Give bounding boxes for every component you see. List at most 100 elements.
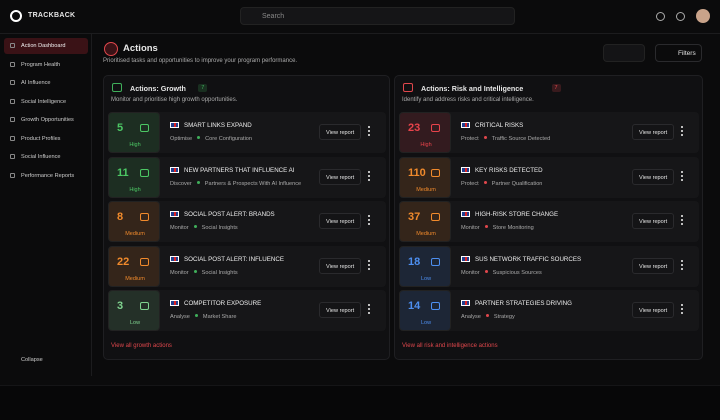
panel-title: Actions: Growth <box>130 84 186 93</box>
view-report-button[interactable]: View report <box>319 168 362 185</box>
badge: 8 Medium <box>108 201 160 242</box>
filters-button[interactable]: Filters <box>655 44 702 62</box>
badge-value: 22 <box>117 255 130 268</box>
badge-icon <box>140 168 149 177</box>
badge-level: Medium <box>416 186 436 193</box>
view-report-button[interactable]: View report <box>319 213 362 229</box>
view-report-button[interactable]: View report <box>319 302 362 318</box>
action-row: 8 Medium SOCIAL POST ALERT: BRANDS Monitor S… <box>108 201 386 242</box>
view-all-link[interactable]: View all growth actions <box>111 343 172 349</box>
search-box[interactable]: Search <box>240 7 515 25</box>
subcategory: Traffic Source Detected <box>491 136 551 142</box>
more-menu[interactable] <box>367 303 371 315</box>
more-menu[interactable] <box>680 125 684 137</box>
view-report-button[interactable]: View report <box>632 257 675 274</box>
badge-level: Medium <box>125 275 145 282</box>
subcategory: Social Insights <box>201 269 238 276</box>
nav-item[interactable]: Social Intelligence <box>4 94 88 110</box>
more-menu[interactable] <box>367 258 371 271</box>
badge-icon <box>140 213 149 221</box>
settings-icon[interactable] <box>656 12 665 21</box>
view-toggle[interactable] <box>603 44 645 62</box>
action-title: NEW PARTNERS THAT INFLUENCE AI <box>184 166 295 174</box>
action-meta: Analyse Market Share <box>170 314 236 320</box>
action-title: PARTNER STRATEGIES DRIVING <box>475 300 572 307</box>
nav-item[interactable]: Social Influence <box>4 149 88 165</box>
badge-icon <box>431 213 440 221</box>
panel-icon <box>403 83 413 92</box>
help-icon[interactable] <box>676 12 685 21</box>
action-meta: Monitor Suspicious Sources <box>461 269 542 276</box>
more-menu[interactable] <box>367 169 371 182</box>
actions-icon <box>104 42 118 56</box>
more-menu[interactable] <box>367 125 371 137</box>
separator-dot <box>484 269 488 273</box>
view-report-button[interactable]: View report <box>632 213 675 229</box>
badge-level: High <box>129 142 141 148</box>
flag-icon <box>461 211 470 217</box>
badge-value: 14 <box>408 300 421 312</box>
nav-icon <box>10 154 15 159</box>
badge-icon <box>431 257 440 266</box>
nav-item[interactable]: Performance Reports <box>4 168 88 184</box>
badge-value: 23 <box>408 122 421 134</box>
more-menu[interactable] <box>367 214 371 226</box>
bottom-bar <box>0 385 720 420</box>
badge: 37 Medium <box>399 201 451 242</box>
action-title: CRITICAL RISKS <box>475 122 524 129</box>
nav-item[interactable]: Product Profiles <box>4 131 88 147</box>
nav-icon <box>10 98 15 104</box>
more-menu[interactable] <box>680 258 684 271</box>
badge-icon <box>140 124 149 132</box>
badge-level: Low <box>420 320 432 326</box>
action-meta: Monitor Social Insights <box>170 269 238 276</box>
category: Analyse <box>461 314 481 320</box>
badge-level: High <box>129 186 141 193</box>
nav-icon <box>10 172 15 178</box>
badge-icon <box>431 302 440 310</box>
more-menu[interactable] <box>680 303 684 315</box>
view-report-button[interactable]: View report <box>632 302 675 318</box>
avatar[interactable] <box>696 9 710 23</box>
badge-level: Medium <box>125 231 145 237</box>
separator-dot <box>193 225 197 228</box>
badge-level: Medium <box>416 231 436 237</box>
subcategory: Suspicious Sources <box>492 269 542 276</box>
nav-item[interactable]: AI Influence <box>4 75 88 91</box>
view-report-button[interactable]: View report <box>319 257 362 274</box>
badge-icon <box>140 302 149 310</box>
collapse-button[interactable]: Collapse <box>21 357 43 363</box>
nav-item[interactable]: Growth Opportunities <box>4 112 88 128</box>
separator-dot <box>484 225 488 228</box>
nav-item[interactable]: Action Dashboard <box>4 38 88 54</box>
action-row: 5 High SMART LINKS EXPAND Optimise Core Conf… <box>108 112 386 153</box>
view-report-button[interactable]: View report <box>632 168 675 185</box>
top-bar: TRACKBACK Search <box>0 0 720 34</box>
panel-description: Monitor and prioritise high growth oppor… <box>111 97 238 103</box>
badge-value: 37 <box>408 211 421 223</box>
category: Protect <box>461 136 479 142</box>
view-all-link[interactable]: View all risk and intelligence actions <box>402 343 498 349</box>
action-row: 110 Medium KEY RISKS DETECTED Protect Partne… <box>399 156 699 198</box>
separator-dot <box>485 314 489 317</box>
action-row: 18 Low SUS NETWORK TRAFFIC SOURCES Monitor S… <box>399 245 699 287</box>
category: Monitor <box>461 225 480 231</box>
badge-icon <box>431 124 440 132</box>
badge-bg <box>400 113 450 152</box>
more-menu[interactable] <box>680 214 684 226</box>
flag-icon <box>461 166 470 173</box>
action-meta: Analyse Strategy <box>461 314 515 320</box>
subcategory: Store Monitoring <box>492 225 534 231</box>
more-menu[interactable] <box>680 169 684 182</box>
nav-item[interactable]: Program Health <box>4 57 88 73</box>
action-meta: Discover Partners & Prospects With AI Inf… <box>170 180 301 187</box>
subcategory: Strategy <box>493 314 515 320</box>
badge-bg <box>109 113 159 152</box>
page-title: Actions <box>123 43 158 54</box>
badge-level: Low <box>129 320 141 326</box>
badge-bg <box>109 157 159 197</box>
view-report-button[interactable]: View report <box>319 124 362 140</box>
action-row: 14 Low PARTNER STRATEGIES DRIVING Analyse St… <box>399 290 699 331</box>
separator-dot <box>193 269 197 273</box>
view-report-button[interactable]: View report <box>632 124 675 140</box>
